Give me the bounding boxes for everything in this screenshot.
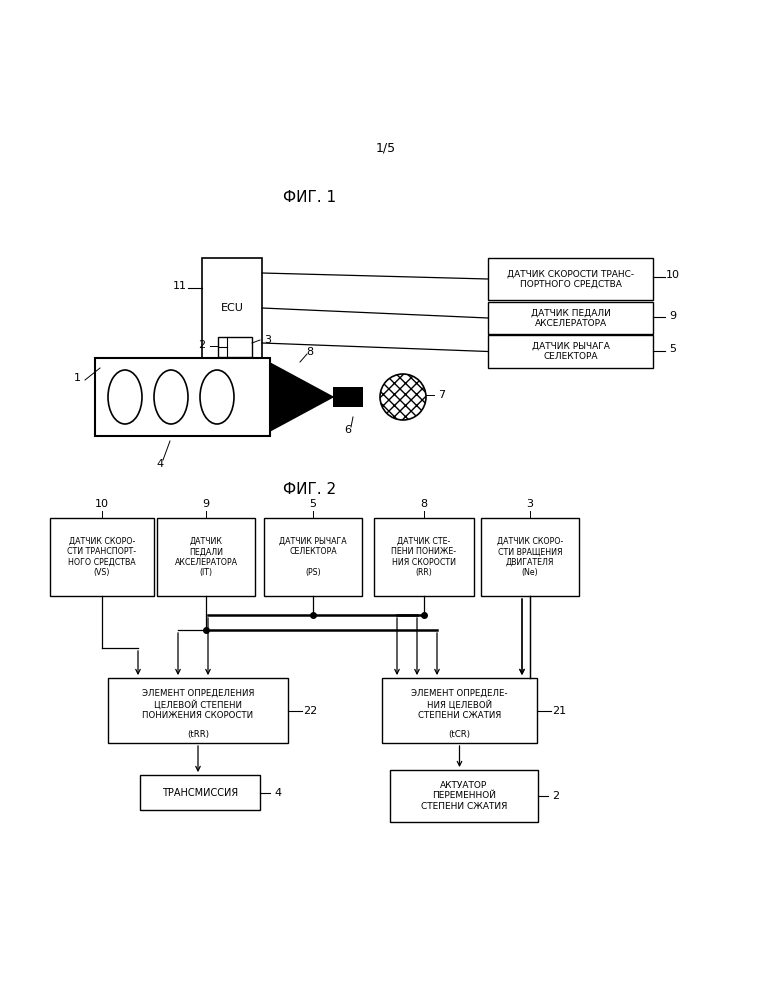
Bar: [382, 678, 537, 743]
Bar: [374, 518, 474, 596]
Polygon shape: [270, 363, 333, 431]
Text: 2: 2: [553, 791, 560, 801]
Bar: [488, 258, 653, 300]
Text: ECU: ECU: [221, 303, 243, 313]
Bar: [264, 518, 362, 596]
Text: ФИГ. 1: ФИГ. 1: [283, 191, 337, 206]
Text: ДАТЧИК РЫЧАГА
СЕЛЕКТОРА

(PS): ДАТЧИК РЫЧАГА СЕЛЕКТОРА (PS): [279, 536, 347, 577]
Text: 10: 10: [95, 499, 109, 509]
Ellipse shape: [200, 370, 234, 424]
Bar: [488, 302, 653, 334]
Text: 2: 2: [198, 340, 205, 350]
Text: 3: 3: [265, 335, 272, 345]
Bar: [488, 335, 653, 368]
Bar: [108, 678, 288, 743]
Text: (tRR): (tRR): [187, 730, 209, 739]
Text: 4: 4: [274, 787, 282, 797]
Text: ДАТЧИК
ПЕДАЛИ
АКСЕЛЕРАТОРА
(IT): ДАТЧИК ПЕДАЛИ АКСЕЛЕРАТОРА (IT): [174, 536, 238, 577]
Text: ДАТЧИК СКОРО-
СТИ ТРАНСПОРТ-
НОГО СРЕДСТВА
(VS): ДАТЧИК СКОРО- СТИ ТРАНСПОРТ- НОГО СРЕДСТ…: [67, 536, 137, 577]
Text: 3: 3: [527, 499, 533, 509]
Text: ДАТЧИК СКОРОСТИ ТРАНС-
ПОРТНОГО СРЕДСТВА: ДАТЧИК СКОРОСТИ ТРАНС- ПОРТНОГО СРЕДСТВА: [507, 270, 634, 289]
Text: 7: 7: [438, 390, 445, 400]
Text: ДАТЧИК СКОРО-
СТИ ВРАЩЕНИЯ
ДВИГАТЕЛЯ
(Ne): ДАТЧИК СКОРО- СТИ ВРАЩЕНИЯ ДВИГАТЕЛЯ (Ne…: [497, 536, 564, 577]
Ellipse shape: [154, 370, 188, 424]
Bar: [140, 775, 260, 810]
Text: (tCR): (tCR): [449, 730, 470, 739]
Text: ФИГ. 2: ФИГ. 2: [283, 483, 337, 498]
Text: 8: 8: [306, 347, 313, 357]
Ellipse shape: [108, 370, 142, 424]
Text: ДАТЧИК ПЕДАЛИ
АКСЕЛЕРАТОРА: ДАТЧИК ПЕДАЛИ АКСЕЛЕРАТОРА: [530, 309, 611, 328]
Bar: [95, 358, 270, 436]
Text: ДАТЧИК РЫЧАГА
СЕЛЕКТОРА: ДАТЧИК РЫЧАГА СЕЛЕКТОРА: [532, 342, 609, 362]
Bar: [50, 518, 154, 596]
Bar: [390, 770, 538, 822]
Text: 8: 8: [421, 499, 428, 509]
Text: 9: 9: [202, 499, 209, 509]
Text: 5: 5: [310, 499, 317, 509]
Text: 11: 11: [173, 281, 187, 291]
Text: 1/5: 1/5: [376, 142, 396, 155]
Text: 5: 5: [669, 345, 676, 355]
Bar: [481, 518, 579, 596]
Text: ТРАНСМИССИЯ: ТРАНСМИССИЯ: [162, 787, 238, 797]
Text: 9: 9: [669, 311, 676, 321]
Text: 22: 22: [303, 705, 317, 715]
Text: 21: 21: [552, 705, 566, 715]
Bar: [202, 258, 262, 358]
Text: 1: 1: [73, 373, 80, 383]
Text: ЭЛЕМЕНТ ОПРЕДЕЛЕНИЯ
ЦЕЛЕВОЙ СТЕПЕНИ
ПОНИЖЕНИЯ СКОРОСТИ: ЭЛЕМЕНТ ОПРЕДЕЛЕНИЯ ЦЕЛЕВОЙ СТЕПЕНИ ПОНИ…: [142, 689, 254, 720]
Bar: [333, 387, 363, 407]
Circle shape: [380, 374, 426, 420]
Bar: [157, 518, 255, 596]
Text: 10: 10: [666, 270, 680, 280]
Text: АКТУАТОР
ПЕРЕМЕННОЙ
СТЕПЕНИ СЖАТИЯ: АКТУАТОР ПЕРЕМЕННОЙ СТЕПЕНИ СЖАТИЯ: [421, 781, 507, 811]
Bar: [218, 337, 252, 357]
Text: 6: 6: [344, 425, 351, 435]
Text: 4: 4: [157, 459, 164, 469]
Text: ДАТЧИК СТЕ-
ПЕНИ ПОНИЖЕ-
НИЯ СКОРОСТИ
(RR): ДАТЧИК СТЕ- ПЕНИ ПОНИЖЕ- НИЯ СКОРОСТИ (R…: [391, 536, 456, 577]
Text: ЭЛЕМЕНТ ОПРЕДЕЛЕ-
НИЯ ЦЕЛЕВОЙ
СТЕПЕНИ СЖАТИЯ: ЭЛЕМЕНТ ОПРЕДЕЛЕ- НИЯ ЦЕЛЕВОЙ СТЕПЕНИ СЖ…: [411, 689, 508, 720]
